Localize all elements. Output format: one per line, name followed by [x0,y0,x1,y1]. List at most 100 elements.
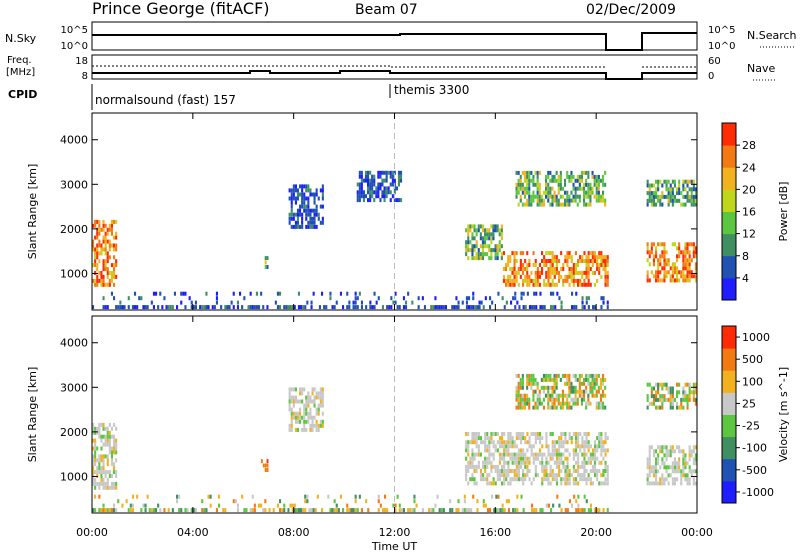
echo-cell [92,508,95,513]
echo-cell [486,473,489,478]
echo-cell [535,508,538,513]
echo-cell [494,256,497,261]
echo-cell [523,186,526,191]
echo-cell [577,503,580,508]
echo-cell [428,508,431,513]
echo-cell [522,508,525,513]
echo-cell [113,434,116,439]
echo-cell [415,503,418,508]
echo-cell [583,440,586,445]
echo-cell [299,419,302,424]
echo-cell [157,503,160,508]
echo-cell [264,463,267,468]
echo-cell [296,212,299,217]
echo-cell [358,174,361,179]
echo-cell [297,508,300,513]
echo-cell [547,401,550,406]
echo-cell [560,444,563,449]
echo-cell [507,464,510,469]
echo-cell [602,296,605,301]
echo-cell [396,305,399,310]
echo-cell [165,305,168,310]
echo-cell [331,305,334,310]
echo-cell [579,278,582,283]
echo-cell [472,494,475,499]
echo-cell [484,296,487,301]
echo-cell [283,508,286,513]
echo-cell [578,373,581,378]
echo-cell [94,255,97,260]
echo-cell [682,394,685,399]
echo-cell [249,508,252,513]
echo-cell [591,263,594,267]
echo-cell [536,182,539,187]
echo-cell [551,448,554,453]
echo-cell [316,494,319,499]
echo-cell [574,401,577,406]
echo-cell [558,296,561,301]
echo-cell [673,183,676,188]
echo-cell [303,407,306,412]
echo-cell [688,394,691,399]
echo-cell [555,267,558,271]
echo-cell [321,411,324,416]
echo-cell [467,232,470,237]
echo-cell [94,259,97,264]
echo-cell [379,198,382,203]
echo-cell [526,270,529,275]
echo-cell [461,300,464,305]
echo-cell [526,198,529,203]
echo-cell [568,436,571,441]
echo-cell [585,389,588,394]
echo-cell [488,452,491,457]
echo-cell [558,460,561,465]
echo-cell [581,440,584,445]
echo-cell [551,401,554,406]
echo-cell [290,419,293,424]
echo-cell [102,227,105,232]
echo-cell [678,198,681,203]
echo-cell [552,291,555,296]
echo-cell [682,469,685,474]
echo-cell [686,473,689,478]
echo-cell [490,232,493,237]
echo-cell [560,508,563,513]
echo-cell [667,194,670,199]
echo-cell [665,465,668,470]
echo-cell [371,194,374,199]
echo-cell [549,274,552,279]
echo-cell [98,243,101,248]
echo-cell [526,401,529,406]
echo-cell [606,263,609,267]
echo-cell [115,442,118,447]
echo-cell [561,389,564,394]
echo-cell [505,448,508,453]
echo-cell [469,228,472,233]
echo-cell [465,456,468,461]
echo-cell [385,186,388,191]
echo-cell [520,296,523,301]
echo-cell [549,456,552,461]
echo-cell [659,258,662,263]
echo-cell [321,184,324,189]
echo-cell [692,477,695,482]
echo-cell [102,219,105,224]
echo-cell [473,228,476,233]
echo-cell [484,436,487,441]
echo-cell [671,405,674,410]
echo-cell [365,499,368,504]
echo-cell [600,255,603,260]
echo-cell [477,224,480,229]
echo-cell [266,468,269,472]
echo-cell [587,473,590,478]
echo-cell [566,170,569,175]
colorbar-tick-label: 500 [742,353,763,366]
echo-cell [392,300,395,305]
echo-cell [538,263,541,267]
echo-cell [551,432,554,436]
echo-cell [513,251,516,256]
echo-cell [288,395,291,400]
echo-cell [541,456,544,461]
echo-cell [558,473,561,478]
echo-cell [385,170,388,175]
